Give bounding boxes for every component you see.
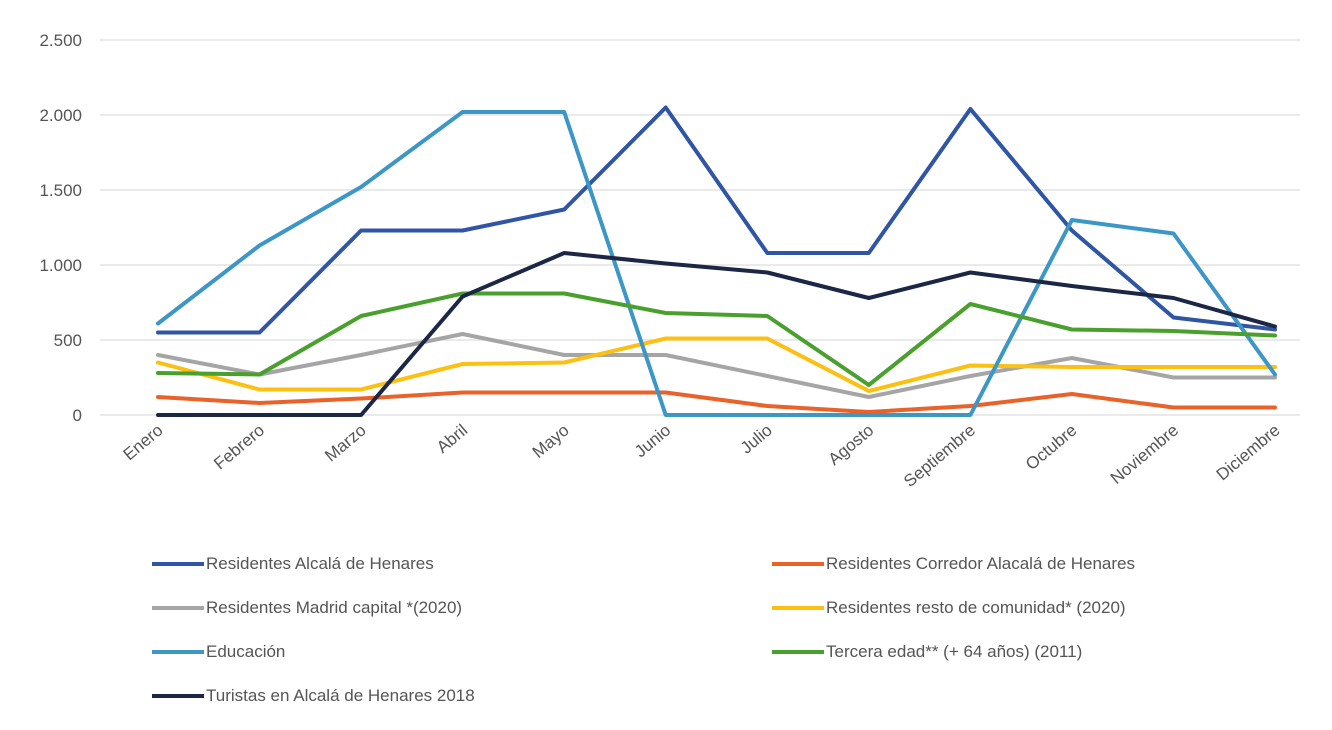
y-tick-label: 1.000 <box>39 256 82 275</box>
series-line-1 <box>156 390 1277 414</box>
series-line-5 <box>156 291 1277 387</box>
x-tick-label: Junio <box>631 421 674 462</box>
series-line-6 <box>156 251 1277 417</box>
x-tick-label: Marzo <box>321 421 369 466</box>
x-tick-label: Mayo <box>529 421 573 462</box>
series-lines <box>156 105 1277 417</box>
x-tick-label: Enero <box>120 421 167 465</box>
x-tick-label: Septiembre <box>900 421 979 491</box>
x-tick-label: Noviembre <box>1107 421 1182 488</box>
series-line-4 <box>156 110 1277 417</box>
y-tick-label: 1.500 <box>39 181 82 200</box>
x-tick-label: Diciembre <box>1213 421 1284 485</box>
x-tick-label: Febrero <box>210 421 268 474</box>
x-tick-label: Julio <box>737 421 776 458</box>
x-tick-label: Octubre <box>1022 421 1081 474</box>
y-tick-label: 2.000 <box>39 106 82 125</box>
series-line-3 <box>156 336 1277 393</box>
y-axis-ticks: 2.500 2.000 1.500 1.000 500 0 <box>39 31 82 425</box>
y-tick-label: 0 <box>73 406 82 425</box>
x-tick-label: Abril <box>433 421 471 457</box>
y-tick-label: 500 <box>54 331 82 350</box>
x-tick-label: Agosto <box>825 421 878 470</box>
x-axis-ticks: Enero Febrero Marzo Abril Mayo Junio Julio Agos… <box>120 421 1284 491</box>
y-tick-label: 2.500 <box>39 31 82 50</box>
series-line-0 <box>156 105 1277 335</box>
series-line-2 <box>156 332 1277 399</box>
